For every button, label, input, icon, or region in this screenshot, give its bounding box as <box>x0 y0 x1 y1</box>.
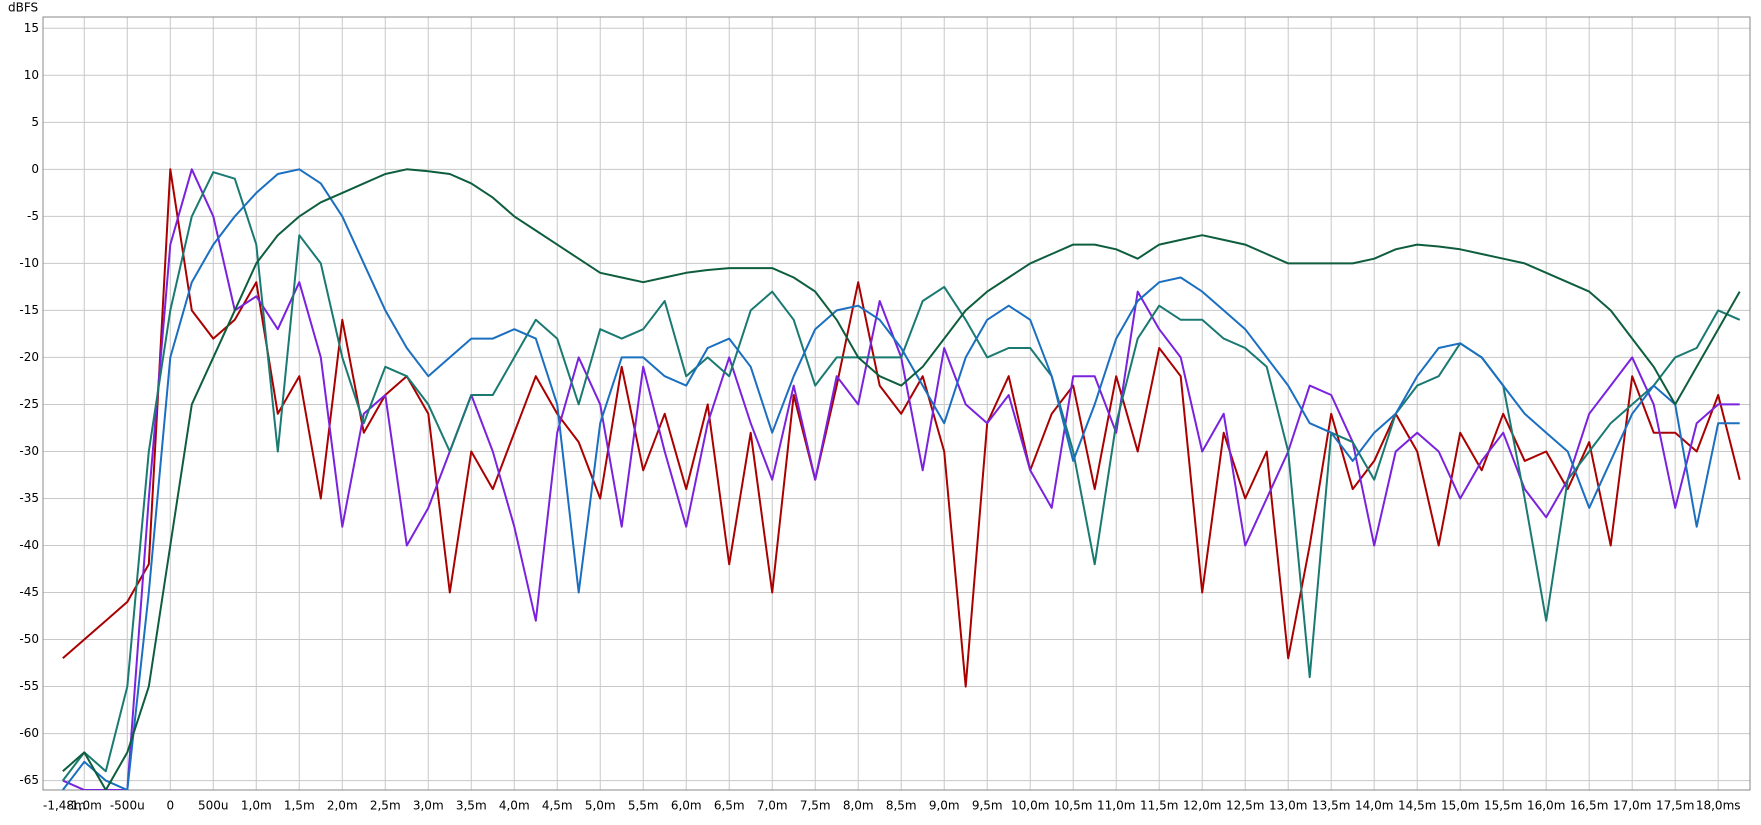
x-tick-label: 8,5m <box>886 799 917 813</box>
x-tick-label: 2,5m <box>370 799 401 813</box>
data-line <box>62 168 1741 688</box>
x-tick-label: 1,0m <box>241 799 272 813</box>
y-tick-label: -65 <box>19 773 39 787</box>
x-tick-label: 11,0m <box>1097 799 1135 813</box>
x-tick-label: 11,5m <box>1140 799 1178 813</box>
y-tick-label: -15 <box>19 303 39 317</box>
x-tick-label: 13,5m <box>1312 799 1350 813</box>
y-tick-label: -30 <box>19 444 39 458</box>
x-tick-label: -500u <box>110 799 145 813</box>
y-tick-label: -45 <box>19 585 39 599</box>
x-tick-label: 4,0m <box>499 799 530 813</box>
y-tick-label: 0 <box>31 162 39 176</box>
x-tick-label: 17,5m <box>1656 799 1694 813</box>
y-tick-label: 10 <box>24 68 39 82</box>
x-tick-label: 12,5m <box>1226 799 1264 813</box>
x-tick-label: 10,0m <box>1011 799 1049 813</box>
x-tick-label: 3,0m <box>413 799 444 813</box>
y-tick-label: -40 <box>19 538 39 552</box>
x-tick-label: 17,0m <box>1613 799 1651 813</box>
x-tick-label: 16,0m <box>1527 799 1565 813</box>
x-tick-label: -1,0m <box>67 799 102 813</box>
x-tick-label: 4,5m <box>542 799 573 813</box>
y-tick-label: -20 <box>19 350 39 364</box>
data-line <box>62 168 1740 790</box>
x-tick-label: 9,0m <box>929 799 960 813</box>
x-tick-label: 6,5m <box>714 799 745 813</box>
x-tick-label: 10,5m <box>1054 799 1092 813</box>
x-tick-label: 14,5m <box>1398 799 1436 813</box>
x-tick-label: 13,0m <box>1269 799 1307 813</box>
x-tick-label: 3,5m <box>456 799 487 813</box>
y-tick-label: -25 <box>19 397 39 411</box>
x-tick-label: 7,0m <box>757 799 788 813</box>
x-tick-label: 7,5m <box>800 799 831 813</box>
plot-frame <box>42 16 1751 791</box>
y-tick-label: -55 <box>19 679 39 693</box>
x-tick-label: -1,48m <box>43 799 86 813</box>
x-tick-label: 18,0ms <box>1696 799 1741 813</box>
x-tick-label: 500u <box>198 799 229 813</box>
y-tick-label: -10 <box>19 256 39 270</box>
x-tick-label: 6,0m <box>671 799 702 813</box>
x-tick-label: 15,5m <box>1484 799 1522 813</box>
x-tick-label: 15,0m <box>1441 799 1479 813</box>
y-tick-label: -60 <box>19 726 39 740</box>
x-tick-label: 14,0m <box>1355 799 1393 813</box>
y-axis-label: dBFS <box>8 1 38 15</box>
x-tick-label: 16,5m <box>1570 799 1608 813</box>
x-tick-label: 5,0m <box>585 799 616 813</box>
x-tick-label: 5,5m <box>628 799 659 813</box>
x-tick-label: 1,5m <box>284 799 315 813</box>
x-tick-label: 8,0m <box>843 799 874 813</box>
x-tick-label: 0 <box>166 799 174 813</box>
y-tick-label: -35 <box>19 491 39 505</box>
data-line <box>62 168 1741 790</box>
y-tick-label: -50 <box>19 632 39 646</box>
x-tick-label: 9,5m <box>972 799 1003 813</box>
y-tick-label: 15 <box>24 21 39 35</box>
x-tick-label: 12,0m <box>1183 799 1221 813</box>
y-tick-label: -5 <box>27 209 39 223</box>
x-tick-label: 2,0m <box>327 799 358 813</box>
y-tick-label: 5 <box>31 115 39 129</box>
